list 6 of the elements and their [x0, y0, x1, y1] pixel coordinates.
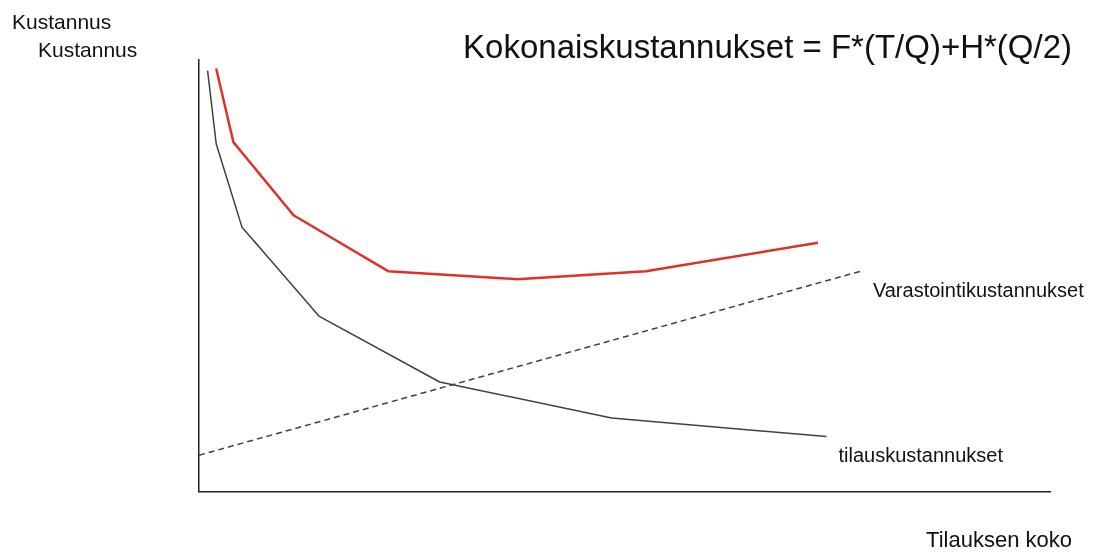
y-axis-title: Kustannus	[38, 38, 138, 62]
x-axis-title: Tilauksen koko	[926, 527, 1072, 553]
series-label: tilauskustannukset	[838, 444, 1004, 467]
chart-title: Kokonaiskustannukset = F*(T/Q)+H*(Q/2)	[463, 28, 1072, 66]
text: Kustannus	[12, 10, 112, 34]
series-label: Varastointikustannukset	[872, 278, 1085, 301]
